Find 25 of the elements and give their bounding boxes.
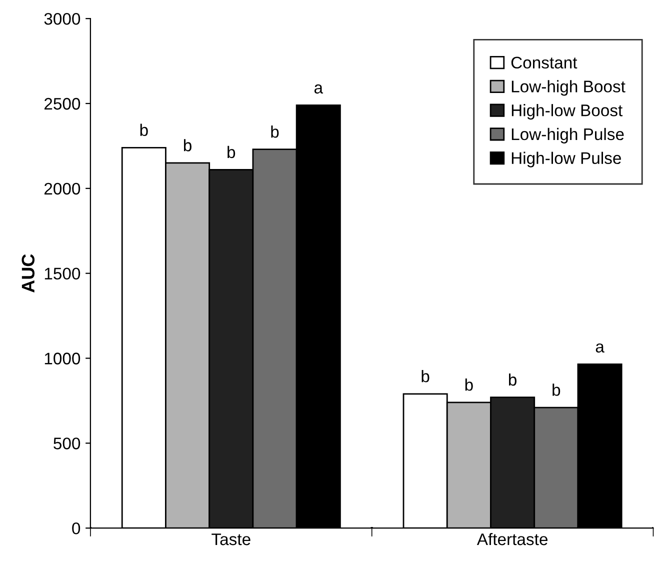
y-tick-label: 2000 [44,182,80,195]
y-tick-label: 2500 [44,98,80,110]
annotation: b [228,146,236,158]
annotation: a [596,343,604,353]
legend-label: Constant [511,56,578,69]
y-tick-label: 1000 [44,352,80,364]
annotation: b [184,139,192,152]
annotation: b [422,370,430,382]
y-axis-title: AUC [22,254,35,292]
annotation: b [552,384,560,396]
legend-label: Low-high Boost [512,80,626,96]
legend-label: High-low Boost [512,104,623,120]
y-tick-label: 3000 [44,12,80,25]
annotation: b [140,124,148,136]
x-tick-label: Taste [212,534,250,546]
y-tick-label: 500 [54,438,80,450]
y-tick-label: 1500 [44,268,80,280]
annotation: b [508,373,516,386]
legend-label: Low-high Pulse [512,128,624,144]
x-tick-label: Aftertaste [476,532,548,546]
annotation: a [314,84,324,94]
legend-label: High-low Pulse [512,152,621,168]
y-tick-label: 0 [72,522,80,534]
annotation: b [465,378,473,391]
annotation: b [271,125,279,138]
